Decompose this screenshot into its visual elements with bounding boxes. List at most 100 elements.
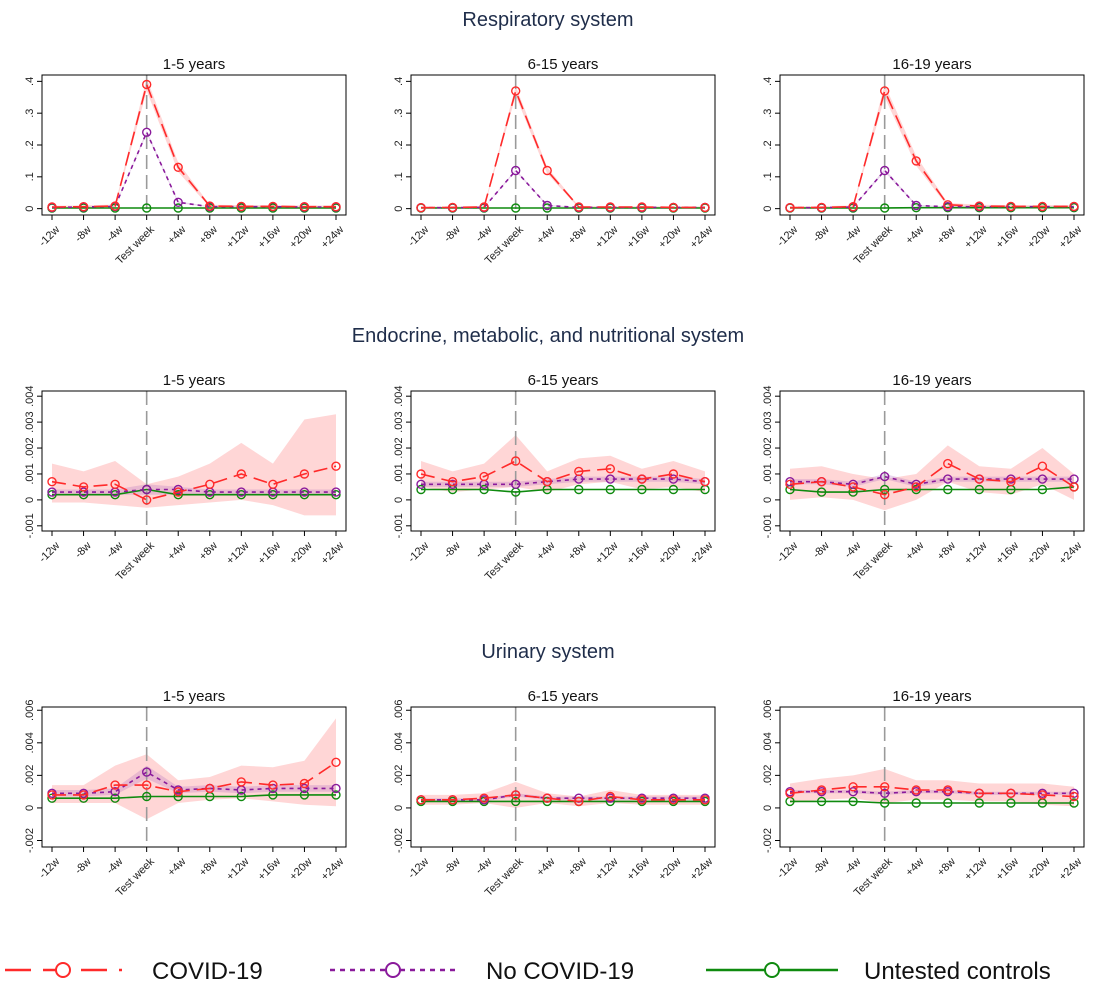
y-tick-label: 0 — [762, 206, 774, 212]
data-point-covid-19 — [78, 790, 89, 800]
y-tick-label: -.002 — [762, 828, 774, 853]
data-point-covid-19 — [1006, 201, 1016, 212]
y-tick-label: .006 — [24, 700, 36, 721]
data-point-covid-19 — [848, 482, 858, 492]
data-point-covid-19 — [943, 785, 953, 795]
x-tick-label: +20w — [1025, 856, 1052, 883]
ci-band-covid-19 — [421, 781, 705, 808]
data-point-no-covid-19 — [943, 474, 953, 484]
series-line-untested-controls — [52, 794, 336, 800]
data-point-untested-controls — [911, 484, 921, 495]
data-point-covid-19 — [299, 778, 310, 789]
ci-band-no-covid-19 — [790, 168, 1074, 208]
series-line-covid-19 — [52, 761, 337, 796]
data-point-covid-19 — [974, 474, 984, 484]
data-point-covid-19 — [700, 202, 710, 213]
x-tick-label: +16w — [625, 224, 652, 251]
data-point-covid-19 — [416, 202, 426, 213]
x-tick-label: +8w — [566, 540, 589, 563]
data-point-covid-19 — [173, 787, 183, 797]
y-tick-label: .001 — [393, 463, 405, 484]
data-point-no-covid-19 — [911, 200, 921, 211]
data-point-untested-controls — [542, 203, 552, 213]
data-point-covid-19 — [605, 202, 615, 212]
x-tick-label: +24w — [1057, 540, 1084, 567]
data-point-covid-19 — [47, 790, 57, 800]
x-tick-label: +16w — [625, 540, 652, 567]
x-tick-label: +20w — [656, 540, 683, 567]
ci-band-covid-19 — [52, 718, 336, 820]
y-tick-label: .001 — [24, 463, 36, 484]
x-tick-label: -8w — [442, 856, 463, 877]
x-tick-label: +4w — [534, 856, 557, 879]
x-tick-label: +24w — [688, 224, 715, 251]
y-tick-label: .002 — [393, 437, 405, 458]
x-tick-label: +24w — [688, 540, 715, 567]
section-title-urinary-system: Urinary system — [481, 641, 614, 663]
y-tick-label: .3 — [393, 109, 405, 118]
data-point-no-covid-19 — [605, 474, 615, 484]
data-point-covid-19 — [785, 202, 795, 213]
data-point-covid-19 — [668, 795, 679, 805]
x-tick-label: -8w — [73, 856, 94, 877]
data-point-untested-controls — [816, 487, 827, 497]
data-point-untested-controls — [110, 793, 120, 803]
y-tick-label: .002 — [24, 437, 36, 458]
data-point-untested-controls — [141, 203, 152, 213]
data-point-untested-controls — [268, 490, 278, 500]
data-point-covid-19 — [911, 482, 921, 492]
panel-title: 1-5 years — [163, 56, 226, 73]
x-tick-label: +12w — [962, 224, 989, 251]
x-tick-label: +8w — [935, 540, 958, 563]
data-point-untested-controls — [880, 484, 890, 495]
x-tick-label: -8w — [442, 540, 463, 561]
legend-item-no-covid: No COVID-19 — [330, 958, 634, 985]
data-point-no-covid-19 — [668, 474, 679, 484]
data-point-covid-19 — [605, 791, 615, 802]
data-point-covid-19 — [479, 471, 489, 482]
data-point-no-covid-19 — [299, 783, 310, 794]
y-tick-label: .1 — [24, 172, 36, 181]
data-point-untested-controls — [880, 203, 890, 213]
y-tick-label: .006 — [762, 700, 774, 721]
panel-endocrine-metabolic-and-nutritional-system-6-15-years: 6-15 years -.001 0 .001 .002 .003 .004 -12w -8w -… — [393, 372, 716, 583]
y-tick-label: -.002 — [393, 828, 405, 853]
data-point-untested-controls — [974, 798, 984, 808]
data-point-no-covid-19 — [1069, 788, 1079, 798]
y-tick-label: .1 — [393, 172, 405, 181]
x-tick-label: +12w — [593, 540, 620, 567]
x-tick-label: +24w — [1057, 856, 1084, 883]
series-line-covid-19 — [789, 462, 1075, 496]
data-point-untested-controls — [141, 791, 152, 802]
data-point-no-covid-19 — [880, 471, 890, 482]
y-tick-label: -.001 — [393, 513, 405, 538]
x-tick-label: -12w — [37, 856, 62, 881]
x-tick-label: +24w — [319, 224, 346, 251]
legend-no-covid-label: No COVID-19 — [486, 958, 634, 985]
x-tick-label: +24w — [688, 856, 715, 883]
data-point-no-covid-19 — [141, 767, 152, 777]
legend-item-covid: COVID-19 — [5, 958, 263, 985]
ci-band-covid-19 — [790, 768, 1074, 807]
data-point-covid-19 — [141, 495, 152, 505]
legend-covid-marker — [55, 962, 71, 978]
data-point-covid-19 — [1037, 201, 1048, 212]
y-tick-label: .001 — [762, 463, 774, 484]
y-tick-label: 0 — [24, 206, 36, 212]
data-point-covid-19 — [511, 790, 521, 800]
data-point-untested-controls — [974, 484, 984, 495]
x-tick-label: -8w — [811, 224, 832, 245]
series-line-no-covid-19 — [790, 169, 1074, 209]
y-tick-label: .006 — [393, 700, 405, 721]
data-point-no-covid-19 — [447, 479, 458, 489]
data-point-untested-controls — [574, 484, 584, 495]
x-tick-label: +8w — [566, 224, 589, 247]
section-title-endocrine-metabolic-and-nutritional-system: Endocrine, metabolic, and nutritional sy… — [352, 325, 744, 347]
plot-frame — [41, 706, 347, 848]
data-point-untested-controls — [1006, 798, 1016, 808]
panels: Respiratory system Endocrine, metabolic, … — [24, 9, 1085, 899]
data-point-no-covid-19 — [299, 487, 310, 497]
